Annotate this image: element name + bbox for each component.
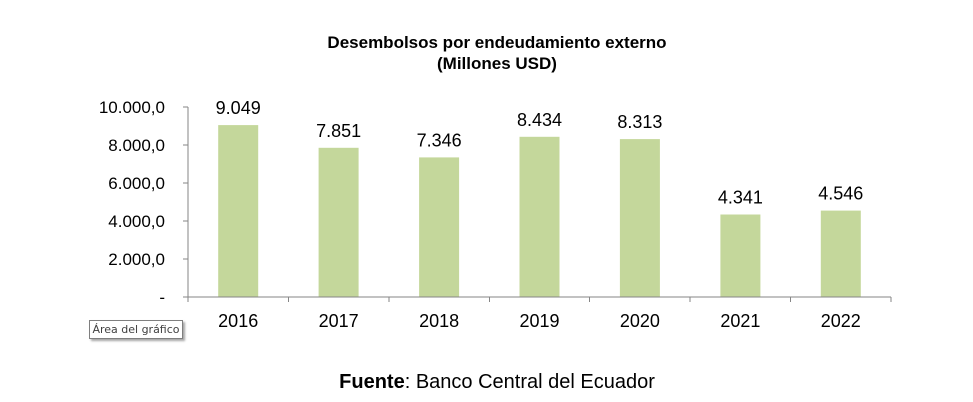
chart-title: Desembolsos por endeudamiento externo (M… [0, 32, 973, 74]
x-tick-label: 2022 [821, 311, 861, 331]
bar-2020[interactable] [619, 139, 660, 297]
chart-area-tooltip: Área del gráfico [89, 320, 183, 339]
tooltip-text: Área del gráfico [92, 323, 180, 336]
data-label: 7.851 [316, 121, 361, 141]
source-note: Fuente: Banco Central del Ecuador [0, 370, 973, 394]
y-tick-label: 6.000,0 [108, 174, 165, 193]
bar-2017[interactable] [318, 147, 359, 297]
x-tick-label: 2019 [519, 311, 559, 331]
y-tick-label: 10.000,0 [99, 98, 165, 117]
x-tick-label: 2018 [419, 311, 459, 331]
data-label: 9.049 [216, 98, 261, 118]
x-tick-label: 2017 [319, 311, 359, 331]
bar-2019[interactable] [519, 136, 560, 297]
chart-title-line: Desembolsos por endeudamiento externo [327, 33, 667, 52]
x-tick-label: 2021 [720, 311, 760, 331]
source-text: : Banco Central del Ecuador [404, 371, 655, 393]
data-label: 7.346 [417, 130, 462, 150]
bar-2018[interactable] [419, 157, 460, 297]
bar-2016[interactable] [218, 125, 259, 297]
source-label: Fuente [339, 371, 405, 393]
bar-2022[interactable] [820, 210, 861, 297]
chart-subtitle: (Millones USD) [437, 54, 557, 73]
y-tick-label: 4.000,0 [108, 212, 165, 231]
x-tick-label: 2020 [620, 311, 660, 331]
data-label: 8.313 [617, 112, 662, 132]
data-label: 8.434 [517, 110, 562, 130]
bar-2021[interactable] [720, 214, 761, 298]
data-label: 4.341 [718, 188, 763, 208]
y-tick-label: 2.000,0 [108, 250, 165, 269]
x-tick-label: 2016 [218, 311, 258, 331]
data-label: 4.546 [818, 184, 863, 204]
y-tick-label: - [159, 288, 165, 307]
y-tick-label: 8.000,0 [108, 136, 165, 155]
